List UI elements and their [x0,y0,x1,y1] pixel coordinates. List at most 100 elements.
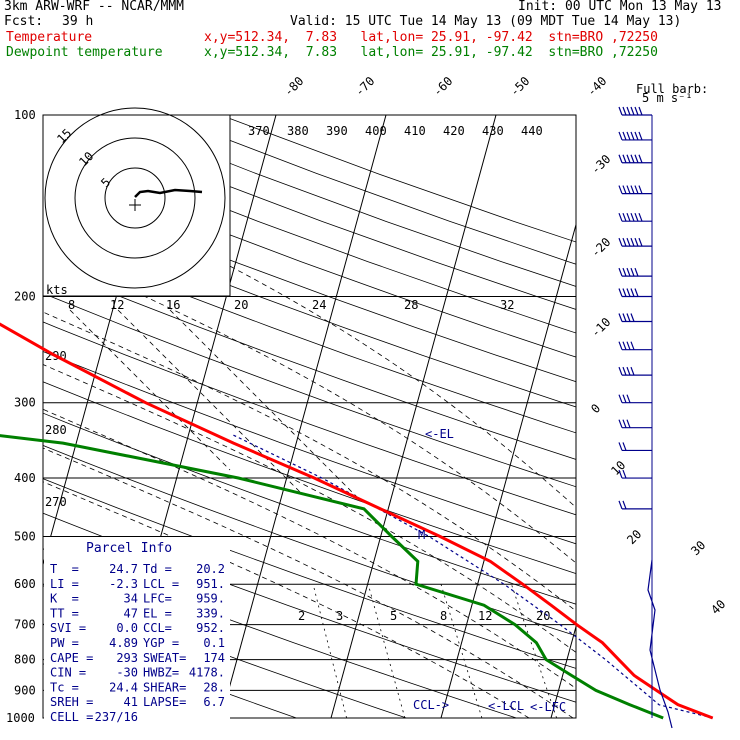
theta-label: 410 [404,124,426,138]
wind-barb-flag [630,341,635,350]
parcel-param-value: 951. [196,577,225,591]
dry-adiabat-line [43,211,576,408]
wind-barb-flag [630,288,635,297]
barb-legend-title: Full barb: [636,82,708,96]
parcel-param-value: 28. [203,680,225,694]
dry-adiabat-line [43,264,576,460]
wind-barb-flag [626,131,631,141]
parcel-param-label: CAPE = [50,651,93,665]
moist-adiabat-line [43,364,576,653]
wind-barb-flag [626,154,631,163]
parcel-param-label: Tc = [50,680,79,694]
wind-barb-flag [630,185,635,194]
wind-barb-flag [622,313,627,322]
dry-adiabat-line [43,321,576,516]
wind-barb-flag [638,154,643,163]
wind-barb-flag [622,394,627,403]
theta-label: 280 [45,423,67,437]
hodograph-guide-line [69,309,231,471]
wind-barb-flag [626,341,631,350]
wind-barb-flag [622,469,627,479]
parcel-param-label: HWBZ= [143,666,179,680]
lcl-marker: <-LCL [488,699,524,713]
parcel-param-value: 293 [116,651,138,665]
parcel-param-label: CCL= [143,621,172,635]
parcel-info-box: Parcel Info T = 24.7 Td = 20.2 LI = -2.3 LCL =… [44,537,230,726]
mixing-ratio-line [367,584,406,719]
isotherm-label: 40 [708,597,728,617]
wind-barb-flag [622,366,627,376]
dry-adiabat-line [220,115,576,243]
parcel-param-value: 959. [196,592,225,606]
isotherm-label: 30 [688,538,708,558]
mixing-ratio-label: 2 [298,609,305,623]
wind-barb-flag [618,267,623,277]
wind-barb-flag [622,267,627,277]
wind-barb-flag [618,154,623,163]
isotherm-label: 20 [624,527,644,547]
hodograph-speed-label: 32 [500,298,514,312]
wind-barb-flag [634,106,639,116]
wind-barb-flag [618,366,623,376]
dry-adiabat-line [43,159,576,358]
wind-barb-flag [618,341,623,350]
wind-barb-flag [626,106,631,116]
wind-barb-flag [622,106,627,116]
theta-label: 270 [45,495,67,509]
wind-barb-flag [630,131,635,141]
hodograph-ring [74,137,196,259]
parcel-trace [232,434,713,719]
mixing-ratio-label: 20 [536,609,550,623]
wind-barb-flag [638,106,643,116]
wind-barb-flag [626,419,631,428]
wind-barb-flag [626,366,631,376]
mixing-ratio-label: 8 [440,609,447,623]
chart-header: 3km ARW-WRF -- NCAR/MMM Init: 00 UTC Mon… [0,0,740,70]
temperature-location-info: x,y=512.34, 7.83 lat,lon= 25.91, -97.42 … [204,30,658,45]
hodograph-guide-line [117,309,301,493]
parcel-param-value: 237/16 [95,710,138,724]
dry-adiabat-line [43,445,576,637]
isotherm-line [220,115,387,719]
parcel-param-label: SREH = [50,695,93,709]
m-marker: M [418,528,425,542]
wind-barb-flag [626,394,631,403]
parcel-param-label: CIN = [50,666,86,680]
isotherm-label: -70 [352,74,377,99]
wind-barb-flag [618,394,623,403]
forecast-hour: 39 h [62,14,94,29]
pressure-tick-label: 100 [14,108,36,122]
init-time: Init: 00 UTC Mon 13 May 13 [518,0,722,14]
parcel-param-label: TT = [50,606,79,620]
moist-adiabat-line [43,249,576,564]
hodograph-units: kts [46,283,68,297]
wind-barb-flag [630,237,635,247]
hodograph-speed-label: 24 [312,298,326,312]
wind-barb-flag [630,154,635,163]
mixing-ratio-label: 12 [478,609,492,623]
hodograph-ring [44,107,226,289]
dry-adiabat-line [43,185,576,383]
hodograph-ring [104,167,166,229]
wind-barbs [618,106,673,729]
isotherm-label: -30 [588,152,613,177]
wind-barb-flag [630,212,635,222]
el-marker: <-EL [425,427,454,441]
wind-barb-flag [622,442,627,451]
isotherm-line [440,222,576,719]
wind-barb-flag [622,131,627,141]
isotherm-label: -20 [588,235,613,260]
wind-barb-flag [618,469,623,479]
parcel-param-value: 339. [196,606,225,620]
dry-adiabat-line [43,585,407,719]
moist-adiabat-line [140,220,576,508]
pressure-axis: 100 200 300 400 500 600 700 800 900 1000 [6,108,36,725]
temperature-legend-label: Temperature [6,30,93,45]
pressure-tick-label: 700 [14,618,36,632]
wind-barb-flag [622,185,627,194]
sounding-profiles [0,322,714,720]
wind-barb-flag [618,288,623,297]
parcel-param-label: PW = [50,636,79,650]
wind-barb-flag [638,212,643,222]
